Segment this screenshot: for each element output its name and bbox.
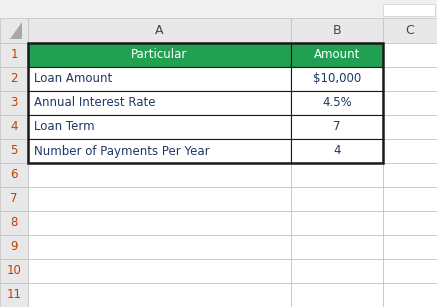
Bar (28, 67, 291, 91)
Bar (28, 259, 291, 283)
Bar (0, 18, 28, 43)
Text: 7: 7 (10, 192, 18, 205)
Text: 2: 2 (10, 72, 18, 86)
Bar (291, 43, 383, 67)
Bar (383, 4, 435, 16)
Text: A: A (155, 24, 164, 37)
Bar (0, 163, 28, 187)
Text: Amount: Amount (314, 49, 360, 61)
Text: 4: 4 (333, 145, 341, 157)
Polygon shape (10, 22, 22, 39)
Bar (291, 163, 383, 187)
Text: B: B (333, 24, 341, 37)
Bar (291, 91, 383, 115)
Text: 4.5%: 4.5% (322, 96, 352, 110)
Text: 7: 7 (333, 121, 341, 134)
Text: $10,000: $10,000 (313, 72, 361, 86)
Bar (28, 115, 291, 139)
Bar (0, 115, 28, 139)
Bar (383, 283, 437, 307)
Bar (0, 91, 28, 115)
Bar (28, 283, 291, 307)
Bar (28, 211, 291, 235)
Text: 3: 3 (10, 96, 17, 110)
Bar (291, 115, 383, 139)
Bar (0, 67, 28, 91)
Bar (0, 139, 28, 163)
Bar (383, 115, 437, 139)
Text: 5: 5 (10, 145, 17, 157)
Text: 6: 6 (10, 169, 18, 181)
Bar (28, 235, 291, 259)
Bar (28, 43, 291, 67)
Text: C: C (406, 24, 414, 37)
Bar (291, 187, 383, 211)
Text: 11: 11 (7, 289, 21, 301)
Bar (28, 163, 291, 187)
Bar (383, 139, 437, 163)
Text: 4: 4 (10, 121, 18, 134)
Bar (383, 67, 437, 91)
Text: Loan Amount: Loan Amount (34, 72, 112, 86)
Bar (383, 211, 437, 235)
Bar (291, 18, 383, 43)
Bar (0, 0, 437, 18)
Bar (383, 259, 437, 283)
Bar (291, 211, 383, 235)
Text: Particular: Particular (131, 49, 187, 61)
Bar (0, 235, 28, 259)
Bar (383, 0, 437, 18)
Bar (0, 211, 28, 235)
Bar (383, 18, 437, 43)
Bar (291, 283, 383, 307)
Text: 10: 10 (7, 265, 21, 278)
Text: 1: 1 (10, 49, 18, 61)
Bar (291, 259, 383, 283)
Bar (291, 235, 383, 259)
Text: 9: 9 (10, 240, 18, 254)
Bar (28, 18, 291, 43)
Text: 8: 8 (10, 216, 17, 230)
Bar (383, 187, 437, 211)
Bar (383, 163, 437, 187)
Bar (28, 187, 291, 211)
Bar (0, 18, 437, 43)
Bar (0, 259, 28, 283)
Bar (383, 43, 437, 67)
Bar (28, 43, 383, 163)
Bar (0, 187, 28, 211)
Bar (383, 235, 437, 259)
Bar (0, 43, 28, 67)
Text: Number of Payments Per Year: Number of Payments Per Year (34, 145, 210, 157)
Text: Loan Term: Loan Term (34, 121, 95, 134)
Bar (28, 139, 291, 163)
Bar (28, 91, 291, 115)
Bar (291, 67, 383, 91)
Bar (383, 91, 437, 115)
Bar (0, 283, 28, 307)
Bar (291, 139, 383, 163)
Text: Annual Interest Rate: Annual Interest Rate (34, 96, 156, 110)
